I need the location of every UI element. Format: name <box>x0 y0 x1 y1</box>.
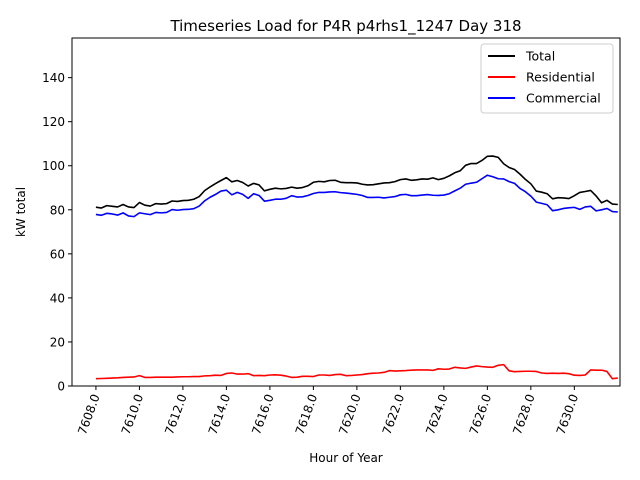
legend-box <box>480 43 614 114</box>
y-tick-label: 0 <box>57 380 65 394</box>
y-axis-label: kW total <box>14 187 28 237</box>
y-tick-label: 100 <box>42 159 65 173</box>
legend-label-residential: Residential <box>526 70 595 85</box>
legend-label-commercial: Commercial <box>526 91 601 106</box>
y-tick-label: 20 <box>50 335 65 349</box>
plot-frame <box>71 37 621 387</box>
series-line-residential <box>95 363 618 380</box>
x-axis-label: Hour of Year <box>309 451 383 465</box>
chart-title: Timeseries Load for P4R p4rhs1_1247 Day … <box>169 17 521 36</box>
y-tick-label: 80 <box>50 203 65 217</box>
y-tick-label: 140 <box>42 71 65 85</box>
y-tick-label: 60 <box>50 247 65 261</box>
legend: Total Residential Commercial <box>480 43 614 114</box>
y-tick-label: 120 <box>42 115 65 129</box>
series-line-commercial <box>95 174 618 218</box>
y-tick-label: 40 <box>50 291 65 305</box>
y-axis: 0 20 40 60 80 100 120 140 <box>42 71 72 394</box>
series-layer <box>95 155 618 380</box>
legend-label-total: Total <box>525 49 555 64</box>
series-line-total <box>95 155 618 209</box>
